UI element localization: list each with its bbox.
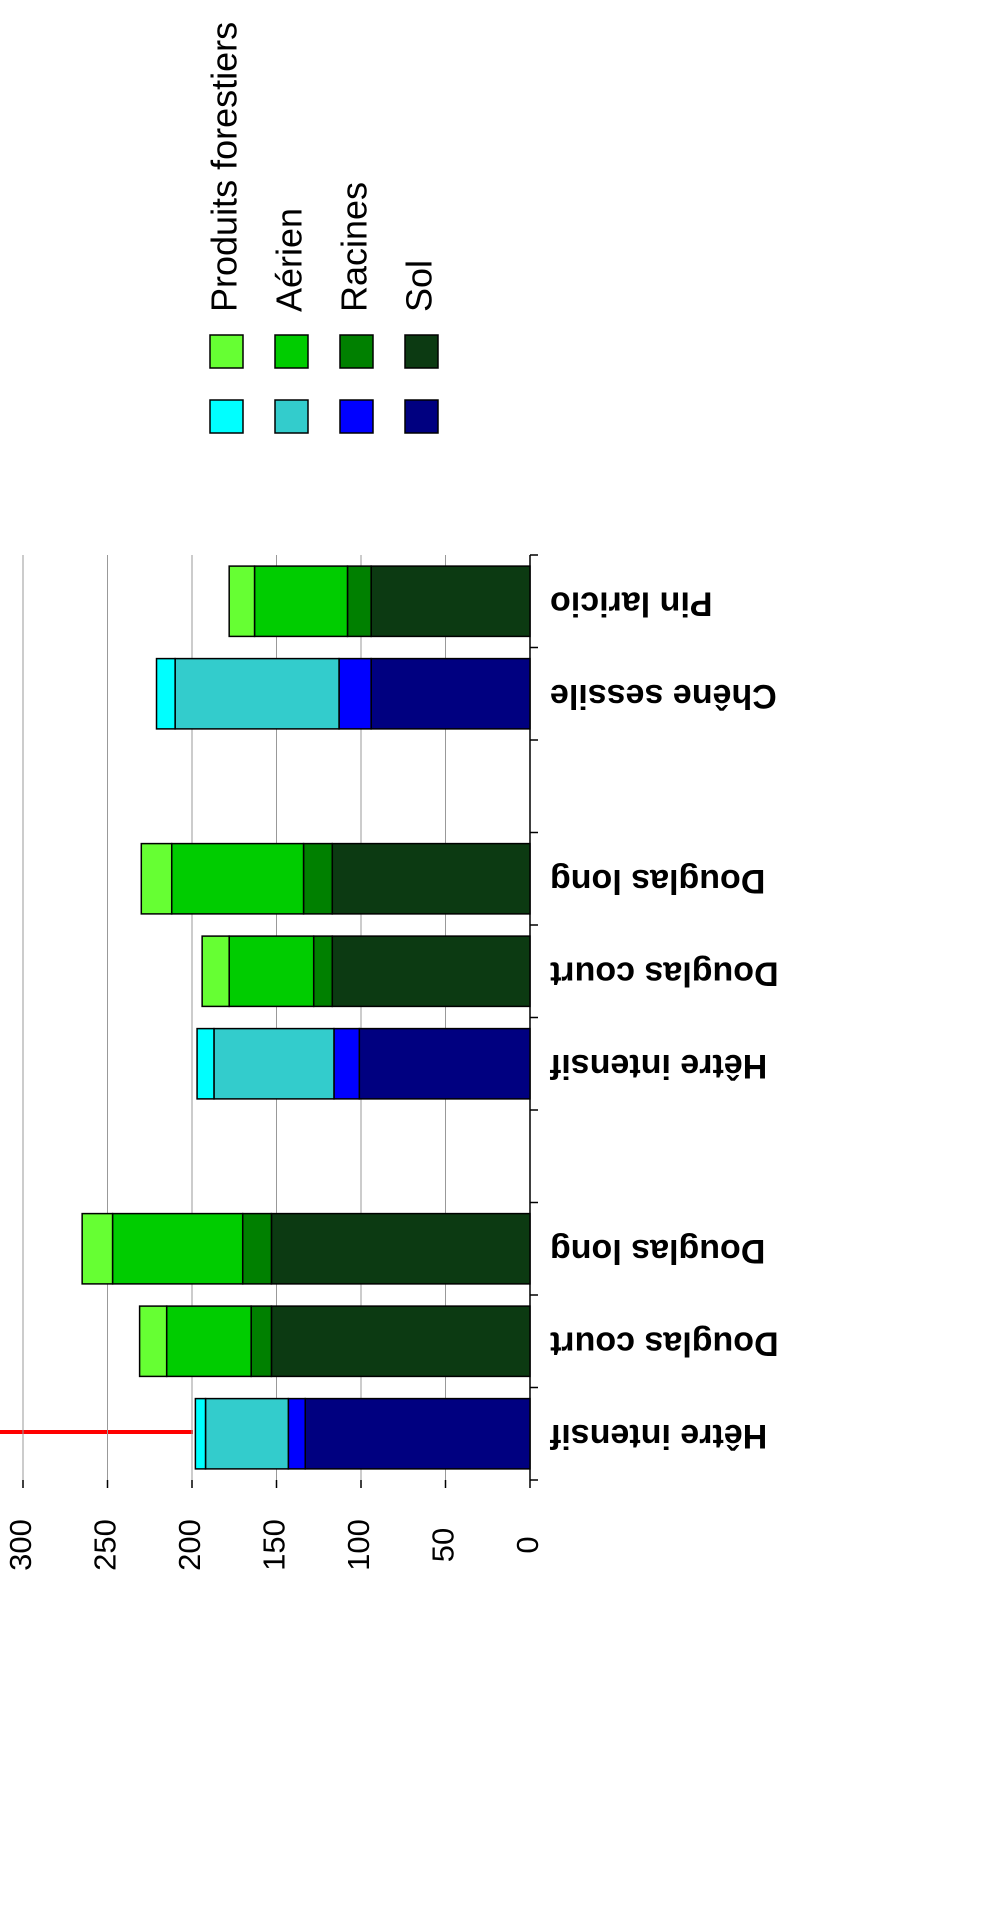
bar-segment xyxy=(346,565,372,638)
category-label: Hêtre intensif xyxy=(549,1417,767,1455)
bar-segment xyxy=(111,1212,244,1285)
bar-segment xyxy=(270,1212,531,1285)
bar-segment xyxy=(287,1397,306,1470)
legend-swatch xyxy=(404,399,439,434)
bar-segment xyxy=(312,935,334,1008)
bar-segment xyxy=(331,842,531,915)
category-label: Hêtre intensif xyxy=(549,1047,767,1085)
bar-segment xyxy=(196,1027,215,1100)
bar-segment xyxy=(138,1305,168,1378)
y-tick-label: 150 xyxy=(257,1519,292,1571)
legend-label: Aérien xyxy=(269,208,310,312)
category-label: Douglas long xyxy=(550,862,765,900)
bar-segment xyxy=(302,842,334,915)
legend-swatch xyxy=(274,334,309,369)
bar-segment xyxy=(194,1397,207,1470)
bar-segment xyxy=(228,935,315,1008)
bar-segment xyxy=(331,935,531,1008)
legend-swatch xyxy=(339,399,374,434)
bar-segment xyxy=(370,565,531,638)
category-label: Douglas court xyxy=(550,1324,779,1362)
bar-segment xyxy=(358,1027,531,1100)
bar-segment xyxy=(174,657,340,730)
bar-segment xyxy=(213,1027,335,1100)
bar-segment xyxy=(204,1397,290,1470)
category-label: Douglas long xyxy=(550,1232,765,1270)
bar-segment xyxy=(228,565,256,638)
category-label: Pin laricio xyxy=(550,584,713,622)
bar-segment xyxy=(241,1212,273,1285)
bar-segment xyxy=(338,657,372,730)
legend-label: Racines xyxy=(334,182,375,312)
y-tick-label: 250 xyxy=(88,1519,123,1571)
y-tick-label: 0 xyxy=(510,1536,545,1553)
category-label: Chêne sessile xyxy=(550,677,777,715)
bar-segment xyxy=(253,565,349,638)
bar-segment xyxy=(81,1212,114,1285)
bar-segment xyxy=(370,657,531,730)
legend-swatch xyxy=(339,334,374,369)
bar-segment xyxy=(165,1305,252,1378)
y-tick-label: 100 xyxy=(341,1519,376,1571)
legend-label: Produits forestiers xyxy=(204,22,245,312)
bar-segment xyxy=(140,842,173,915)
bar-segment xyxy=(333,1027,361,1100)
bar-segment xyxy=(170,842,305,915)
legend-swatch xyxy=(404,334,439,369)
legend-swatch xyxy=(209,399,244,434)
bar-segment xyxy=(304,1397,531,1470)
category-label: Douglas court xyxy=(550,954,779,992)
bar-segment xyxy=(250,1305,273,1378)
bar-segment xyxy=(201,935,230,1008)
y-tick-label: 300 xyxy=(3,1519,38,1571)
y-tick-label: 200 xyxy=(172,1519,207,1571)
legend-swatch xyxy=(274,399,309,434)
legend-swatch xyxy=(209,334,244,369)
y-tick-label: 50 xyxy=(426,1528,461,1562)
bar-segment xyxy=(270,1305,531,1378)
bar-segment xyxy=(155,657,176,730)
legend-label: Sol xyxy=(399,260,440,312)
